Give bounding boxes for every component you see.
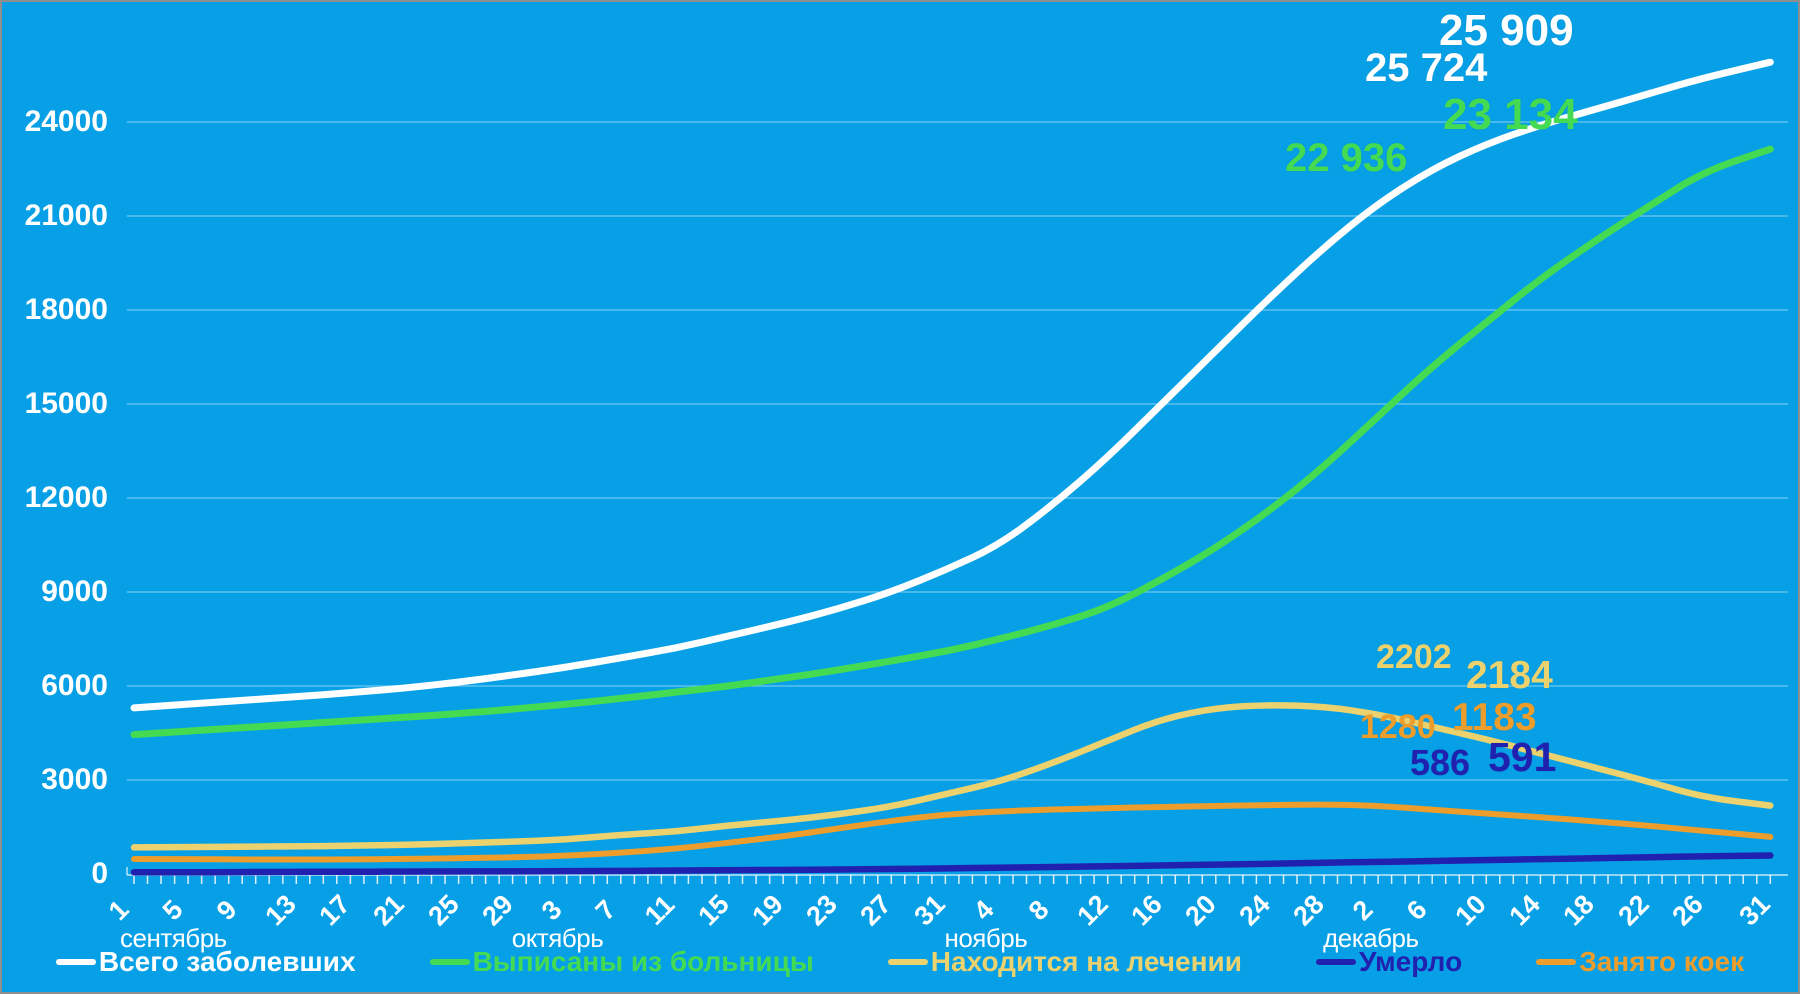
month-label: декабрь bbox=[1323, 923, 1419, 953]
y-axis-label: 3000 bbox=[41, 763, 108, 796]
y-axis-label: 15000 bbox=[24, 387, 108, 420]
legend-item-in-treatment: Находится на лечении bbox=[887, 946, 1242, 978]
month-label: октябрь bbox=[511, 923, 604, 953]
legend-label: Выписаны из больницы bbox=[472, 946, 814, 977]
month-label: ноябрь bbox=[944, 923, 1028, 953]
line-total-cases bbox=[130, 58, 1774, 712]
data-label-deaths-last: 591 bbox=[1488, 734, 1557, 780]
legend-label: Всего заболевших bbox=[98, 946, 356, 977]
y-axis-label: 9000 bbox=[41, 575, 108, 608]
legend-item-discharged: Выписаны из больницы bbox=[429, 946, 814, 978]
line-discharged bbox=[130, 145, 1774, 739]
line-beds-occupied bbox=[131, 801, 1774, 863]
legend-marker-discharged bbox=[429, 959, 470, 965]
legend-item-total-cases: Всего заболевших bbox=[55, 946, 356, 978]
legend-label: Занято коек bbox=[1579, 946, 1745, 977]
legend-item-deaths: Умерло bbox=[1315, 946, 1463, 978]
legend-label: Находится на лечении bbox=[930, 946, 1242, 977]
data-label-deaths-prev: 586 bbox=[1410, 742, 1471, 783]
y-axis-label: 24000 bbox=[24, 105, 108, 138]
legend-marker-total-cases bbox=[55, 959, 96, 965]
month-label: сентябрь bbox=[120, 923, 227, 953]
line-in-treatment bbox=[130, 702, 1774, 851]
legend: Всего заболевших Выписаны из больницы Нахо… bbox=[2, 942, 1798, 982]
line-deaths bbox=[130, 852, 1774, 876]
data-label-beds-occupied-last: 1183 bbox=[1452, 696, 1537, 739]
y-axis-label: 0 bbox=[91, 857, 108, 890]
legend-marker-beds-occupied bbox=[1536, 959, 1577, 965]
data-label-discharged-prev: 22 936 bbox=[1285, 136, 1408, 180]
data-label-discharged-last: 23 134 bbox=[1443, 90, 1578, 139]
legend-marker-deaths bbox=[1315, 959, 1356, 965]
legend-item-beds-occupied: Занято коек bbox=[1536, 946, 1744, 978]
y-axis-label: 21000 bbox=[24, 199, 108, 232]
data-label-beds-occupied-prev: 1280 bbox=[1360, 708, 1436, 746]
data-label-in-treatment-last: 2184 bbox=[1466, 654, 1553, 697]
y-axis-label: 18000 bbox=[24, 293, 108, 326]
legend-label: Умерло bbox=[1358, 946, 1463, 977]
legend-marker-in-treatment bbox=[887, 959, 928, 965]
y-axis-label: 6000 bbox=[41, 669, 108, 702]
y-axis-label: 12000 bbox=[24, 481, 108, 514]
data-label-total-cases-prev: 25 724 bbox=[1365, 46, 1488, 90]
data-label-in-treatment-prev: 2202 bbox=[1376, 638, 1452, 676]
data-label-total-cases-last: 25 909 bbox=[1439, 6, 1574, 55]
